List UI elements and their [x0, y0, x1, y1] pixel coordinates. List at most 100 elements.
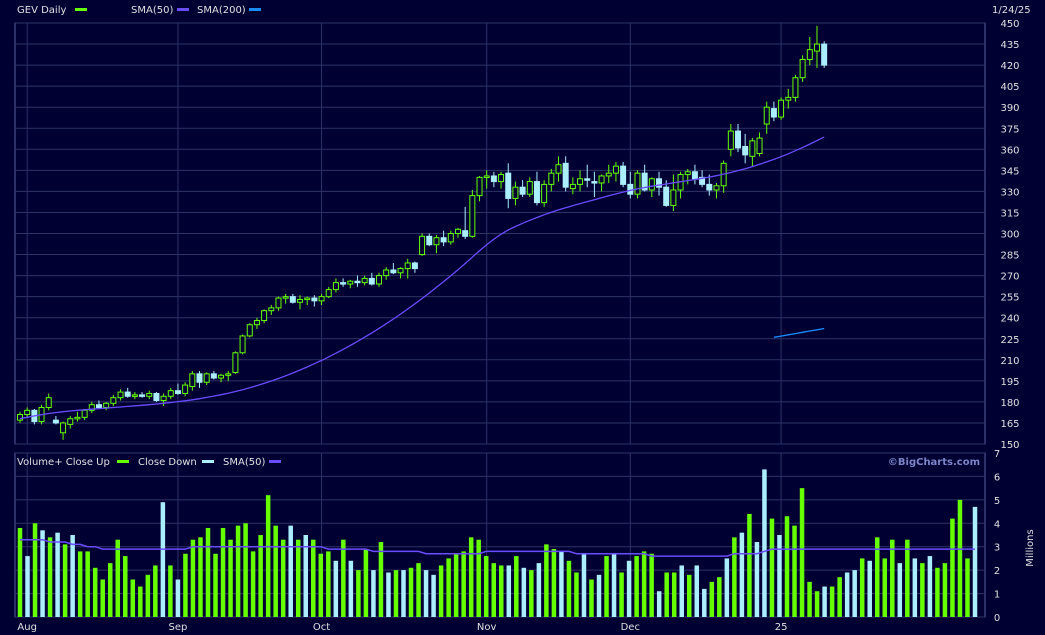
candle-body-down — [368, 277, 375, 285]
volume-bar-up — [664, 572, 669, 617]
volume-bar-up — [641, 551, 647, 617]
volume-bar-up — [589, 579, 594, 617]
volume-bar-up — [483, 556, 489, 617]
volume-bar-up — [228, 539, 233, 617]
price-tick-label: 375 — [1000, 124, 1019, 135]
candle-body-up — [447, 233, 454, 243]
candle-body-down — [95, 404, 102, 409]
candle-body-up — [512, 186, 519, 199]
volume-bar-up — [747, 513, 752, 617]
volume-bar-down — [40, 530, 45, 617]
candle-body-up — [792, 77, 799, 98]
volume-bar-up — [438, 565, 444, 617]
volume-tick-label: 3 — [994, 543, 1000, 554]
candle-body-up — [189, 373, 196, 387]
volume-sma-legend-label: SMA(50) — [223, 457, 265, 468]
volume-bar-up — [138, 586, 143, 617]
price-tick-label: 195 — [1000, 377, 1019, 388]
volume-up-legend-swatch — [117, 460, 129, 463]
candle-body-down — [591, 181, 598, 184]
volume-bar-up — [965, 558, 970, 617]
candle-body-down — [533, 181, 540, 204]
month-label: 25 — [775, 622, 788, 633]
candle-body-up — [246, 324, 253, 337]
candle-body-up — [74, 416, 81, 420]
volume-bar-up — [859, 558, 865, 617]
volume-bar-up — [604, 556, 609, 617]
volume-bar-down — [724, 558, 730, 617]
volume-bar-up — [378, 542, 384, 617]
volume-bar-up — [318, 553, 324, 617]
price-axis-ticks: 150 165 180 195 210 225 240 255 270 285 300 315 330 3… — [1000, 19, 1019, 451]
candle-body-up — [454, 228, 461, 234]
volume-bar-down — [288, 525, 293, 617]
volume-bar-up — [168, 565, 173, 617]
volume-bar-down — [897, 563, 903, 617]
volume-bar-down — [844, 572, 850, 617]
price-tick-label: 150 — [1000, 440, 1019, 451]
volume-bar-up — [890, 539, 895, 617]
candle-body-up — [555, 164, 562, 174]
candle-body-up — [332, 282, 339, 291]
volume-bar-down — [596, 574, 602, 617]
volume-bar-up — [814, 591, 820, 617]
candle-body-down — [311, 297, 318, 302]
volume-bar-up — [634, 556, 639, 617]
candle-body-up — [160, 395, 167, 401]
candle-body-down — [584, 178, 591, 181]
price-tick-label: 435 — [1000, 40, 1019, 51]
volume-bar-down — [303, 535, 308, 617]
month-labels: Aug Sep Oct Nov Dec 25 — [17, 622, 787, 633]
volume-bar-down — [867, 560, 872, 617]
price-tick-label: 165 — [1000, 419, 1019, 430]
sma200-line — [773, 327, 825, 338]
candle-body-down — [519, 186, 526, 195]
volume-bar-up — [446, 558, 451, 617]
volume-down-legend-label: Close Down — [138, 457, 197, 468]
price-tick-label: 180 — [1000, 398, 1019, 409]
candle-body-down — [742, 145, 749, 156]
volume-axis-ticks: 0 1 2 3 4 5 6 7 — [994, 449, 1000, 624]
candle-body-up — [347, 280, 354, 285]
volume-bar-up — [243, 523, 248, 617]
price-tick-label: 285 — [1000, 251, 1019, 262]
candle-body-up — [778, 99, 785, 118]
volume-bar-up — [123, 556, 128, 617]
volume-bar-up — [792, 525, 797, 617]
candle-body-up — [598, 175, 605, 184]
volume-bar-up — [265, 495, 271, 617]
volume-bar-down — [160, 502, 166, 617]
candle-body-up — [634, 172, 641, 195]
volume-bar-up — [363, 549, 369, 617]
price-tick-label: 210 — [1000, 356, 1019, 367]
candle-body-up — [577, 178, 584, 185]
candle-body-up — [433, 237, 440, 246]
candle-body-up — [361, 277, 368, 284]
price-tick-label: 450 — [1000, 19, 1019, 30]
volume-bar-down — [626, 560, 632, 617]
volume-down-legend-swatch — [202, 460, 214, 463]
volume-bar-up — [145, 574, 151, 617]
volume-bar-down — [927, 556, 933, 617]
volume-bar-down — [333, 560, 339, 617]
volume-bar-down — [694, 565, 700, 617]
volume-bar-down — [25, 556, 30, 617]
volume-bar-up — [295, 539, 301, 617]
price-tick-label: 255 — [1000, 293, 1019, 304]
volume-bar-up — [190, 539, 196, 617]
volume-bar-down — [912, 558, 918, 617]
volume-bar-up — [62, 544, 68, 617]
candle-body-down — [641, 172, 648, 191]
candle-body-up — [569, 183, 576, 190]
candle-body-down — [620, 165, 627, 185]
candle-body-up — [397, 268, 404, 274]
candle-body-down — [627, 183, 634, 195]
candle-body-up — [648, 178, 655, 191]
candle-body-up — [813, 43, 820, 52]
volume-bar-down — [559, 551, 564, 617]
volume-bar-down — [702, 588, 707, 617]
candle-body-up — [376, 275, 382, 285]
candle-body-up — [541, 183, 548, 204]
volume-bar-up — [837, 577, 842, 617]
